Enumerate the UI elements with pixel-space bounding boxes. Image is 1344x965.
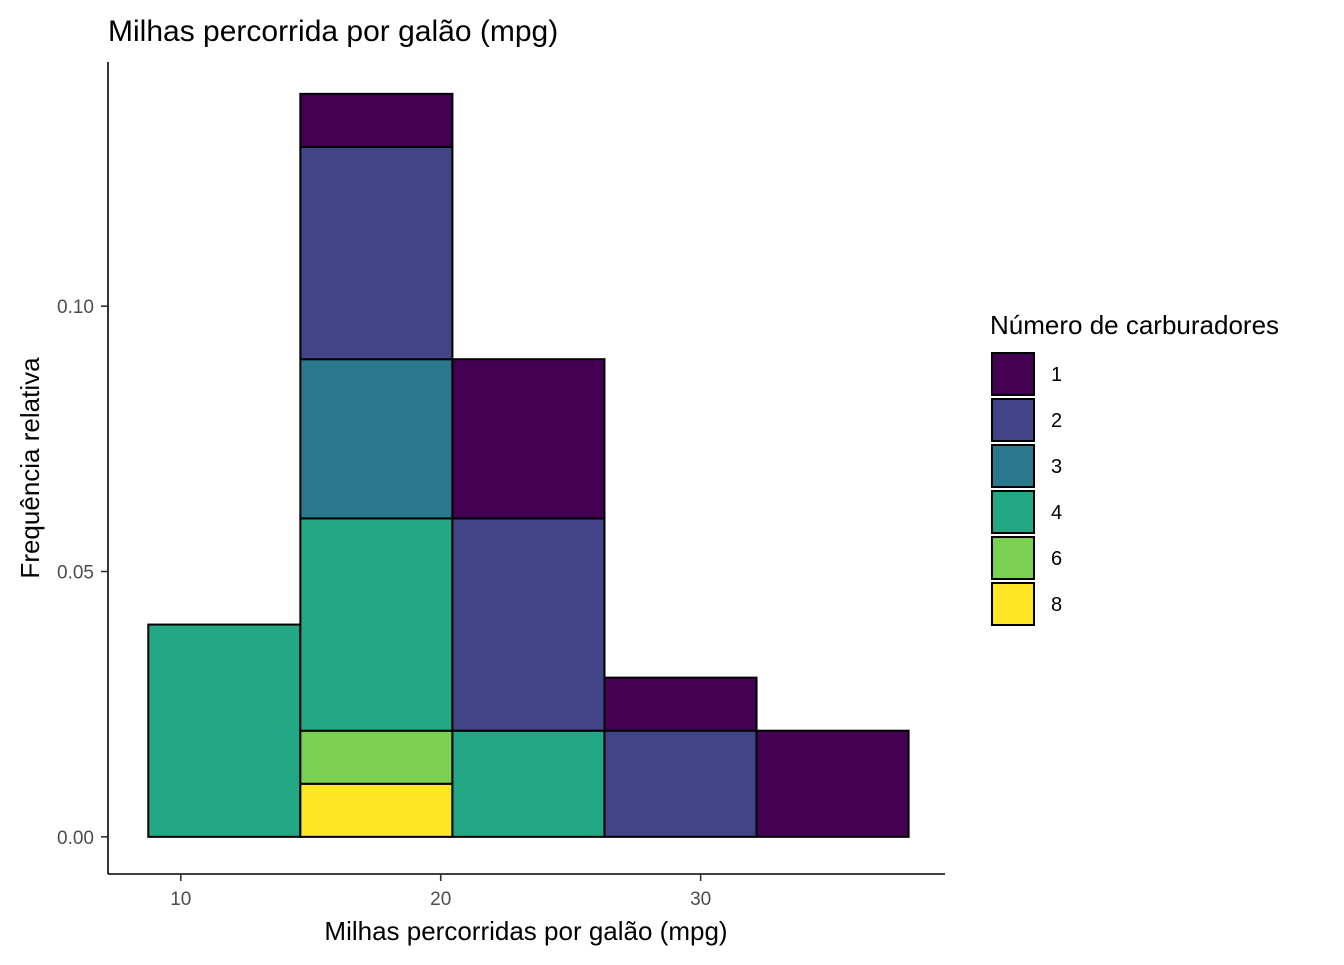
- bar-segment-carb-4: [147, 623, 302, 838]
- legend-key-carb-8: [991, 582, 1035, 626]
- legend-label-carb-4: 4: [1051, 502, 1062, 524]
- bar-segment-carb-3: [299, 358, 454, 520]
- plot-area: [147, 92, 910, 838]
- x-axis-title: Milhas percorridas por galão (mpg): [324, 916, 727, 946]
- chart-title: Milhas percorrida por galão (mpg): [108, 15, 558, 48]
- x-tick-label: 20: [430, 889, 451, 910]
- legend-label-carb-3: 3: [1051, 456, 1062, 478]
- y-axis-title: Frequência relativa: [15, 357, 45, 579]
- legend-key-carb-6: [991, 536, 1035, 580]
- bar-segment-carb-2: [603, 729, 758, 838]
- legend-title: Número de carburadores: [990, 310, 1279, 340]
- bar-segment-carb-4: [299, 517, 454, 732]
- legend-label-carb-2: 2: [1051, 410, 1062, 432]
- bar-segment-carb-1: [755, 729, 910, 838]
- y-tick-label: 0.05: [57, 562, 94, 583]
- y-tick-label: 0.00: [57, 828, 94, 849]
- legend-key-carb-2: [991, 398, 1035, 442]
- bar-segment-carb-1: [299, 92, 454, 148]
- legend-key-carb-3: [991, 444, 1035, 488]
- bar-segment-carb-2: [451, 517, 606, 732]
- legend-label-carb-1: 1: [1051, 364, 1062, 386]
- bar-segment-carb-8: [299, 782, 454, 838]
- legend-label-carb-6: 6: [1051, 548, 1062, 570]
- bar-segment-carb-4: [451, 729, 606, 838]
- bar-segment-carb-1: [451, 358, 606, 520]
- legend: Número de carburadores 1 2 3 4 6 8: [990, 310, 1279, 626]
- bar-segment-carb-1: [603, 676, 758, 732]
- legend-label-carb-8: 8: [1051, 594, 1062, 616]
- axes: 10 20 30 0.00 0.05 0.10: [57, 62, 945, 910]
- bar-segment-carb-2: [299, 145, 454, 361]
- bar-segment-carb-6: [299, 729, 454, 785]
- x-tick-label: 10: [170, 889, 191, 910]
- x-tick-label: 30: [690, 889, 711, 910]
- legend-key-carb-1: [991, 352, 1035, 396]
- y-tick-label: 0.10: [57, 297, 94, 318]
- legend-key-carb-4: [991, 490, 1035, 534]
